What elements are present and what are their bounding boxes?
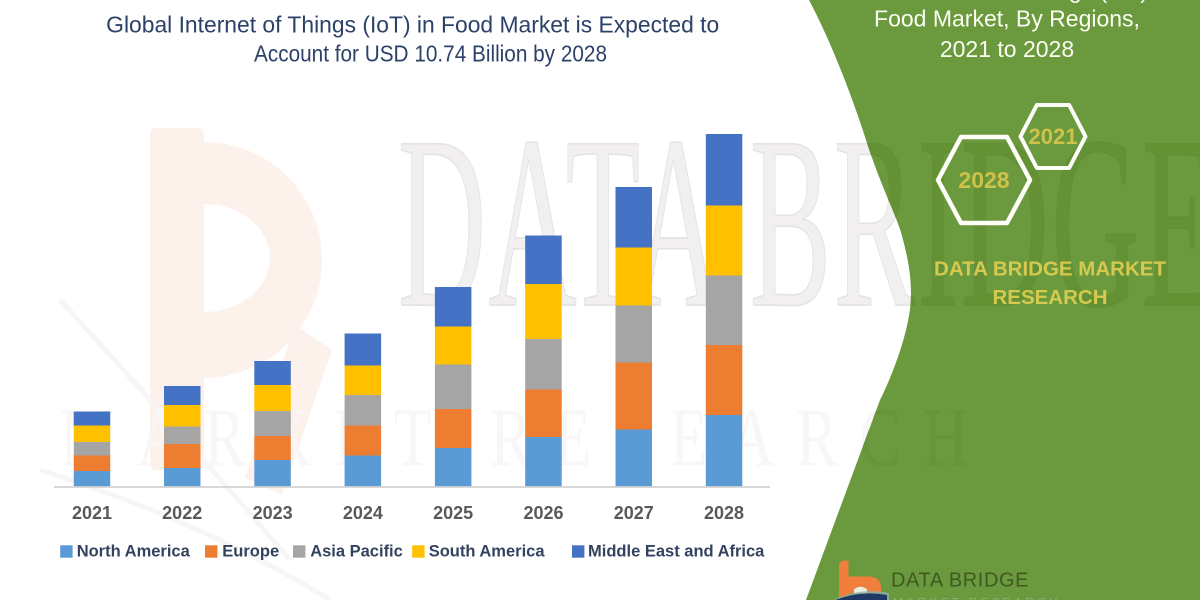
svg-text:2021: 2021 — [72, 503, 112, 523]
svg-text:Europe: Europe — [222, 543, 279, 561]
svg-text:South America: South America — [429, 543, 546, 561]
svg-text:2024: 2024 — [343, 503, 383, 523]
svg-text:DATA BRIDGE: DATA BRIDGE — [891, 570, 1029, 592]
svg-text:MARKET RESEARCH: MARKET RESEARCH — [893, 596, 1061, 600]
svg-text:2022: 2022 — [162, 503, 202, 523]
svg-text:2026: 2026 — [523, 503, 563, 523]
svg-text:Global Internet of Things (IoT: Global Internet of Things (IoT) in — [842, 0, 1173, 3]
svg-text:2028: 2028 — [704, 503, 744, 523]
svg-text:Asia Pacific: Asia Pacific — [310, 543, 403, 561]
svg-text:2021: 2021 — [1029, 124, 1078, 149]
svg-text:Middle East and Africa: Middle East and Africa — [588, 543, 765, 561]
svg-text:2027: 2027 — [614, 503, 654, 523]
svg-text:DATA BRIDGE MARKET: DATA BRIDGE MARKET — [934, 258, 1166, 281]
svg-text:2028: 2028 — [958, 167, 1009, 193]
svg-text:North America: North America — [77, 543, 191, 561]
svg-text:RESEARCH: RESEARCH — [992, 286, 1107, 309]
svg-text:Global Internet of Things (IoT: Global Internet of Things (IoT) in Food … — [106, 12, 719, 38]
svg-text:MARKET RESEARCH: MARKET RESEARCH — [60, 391, 990, 484]
svg-text:Account for USD 10.74 Billion: Account for USD 10.74 Billion by 2028 — [254, 41, 607, 67]
svg-text:2025: 2025 — [433, 503, 473, 523]
svg-text:2023: 2023 — [253, 503, 293, 523]
svg-text:Food Market, By Regions,: Food Market, By Regions, — [874, 6, 1140, 32]
svg-text:2021 to 2028: 2021 to 2028 — [940, 36, 1074, 62]
